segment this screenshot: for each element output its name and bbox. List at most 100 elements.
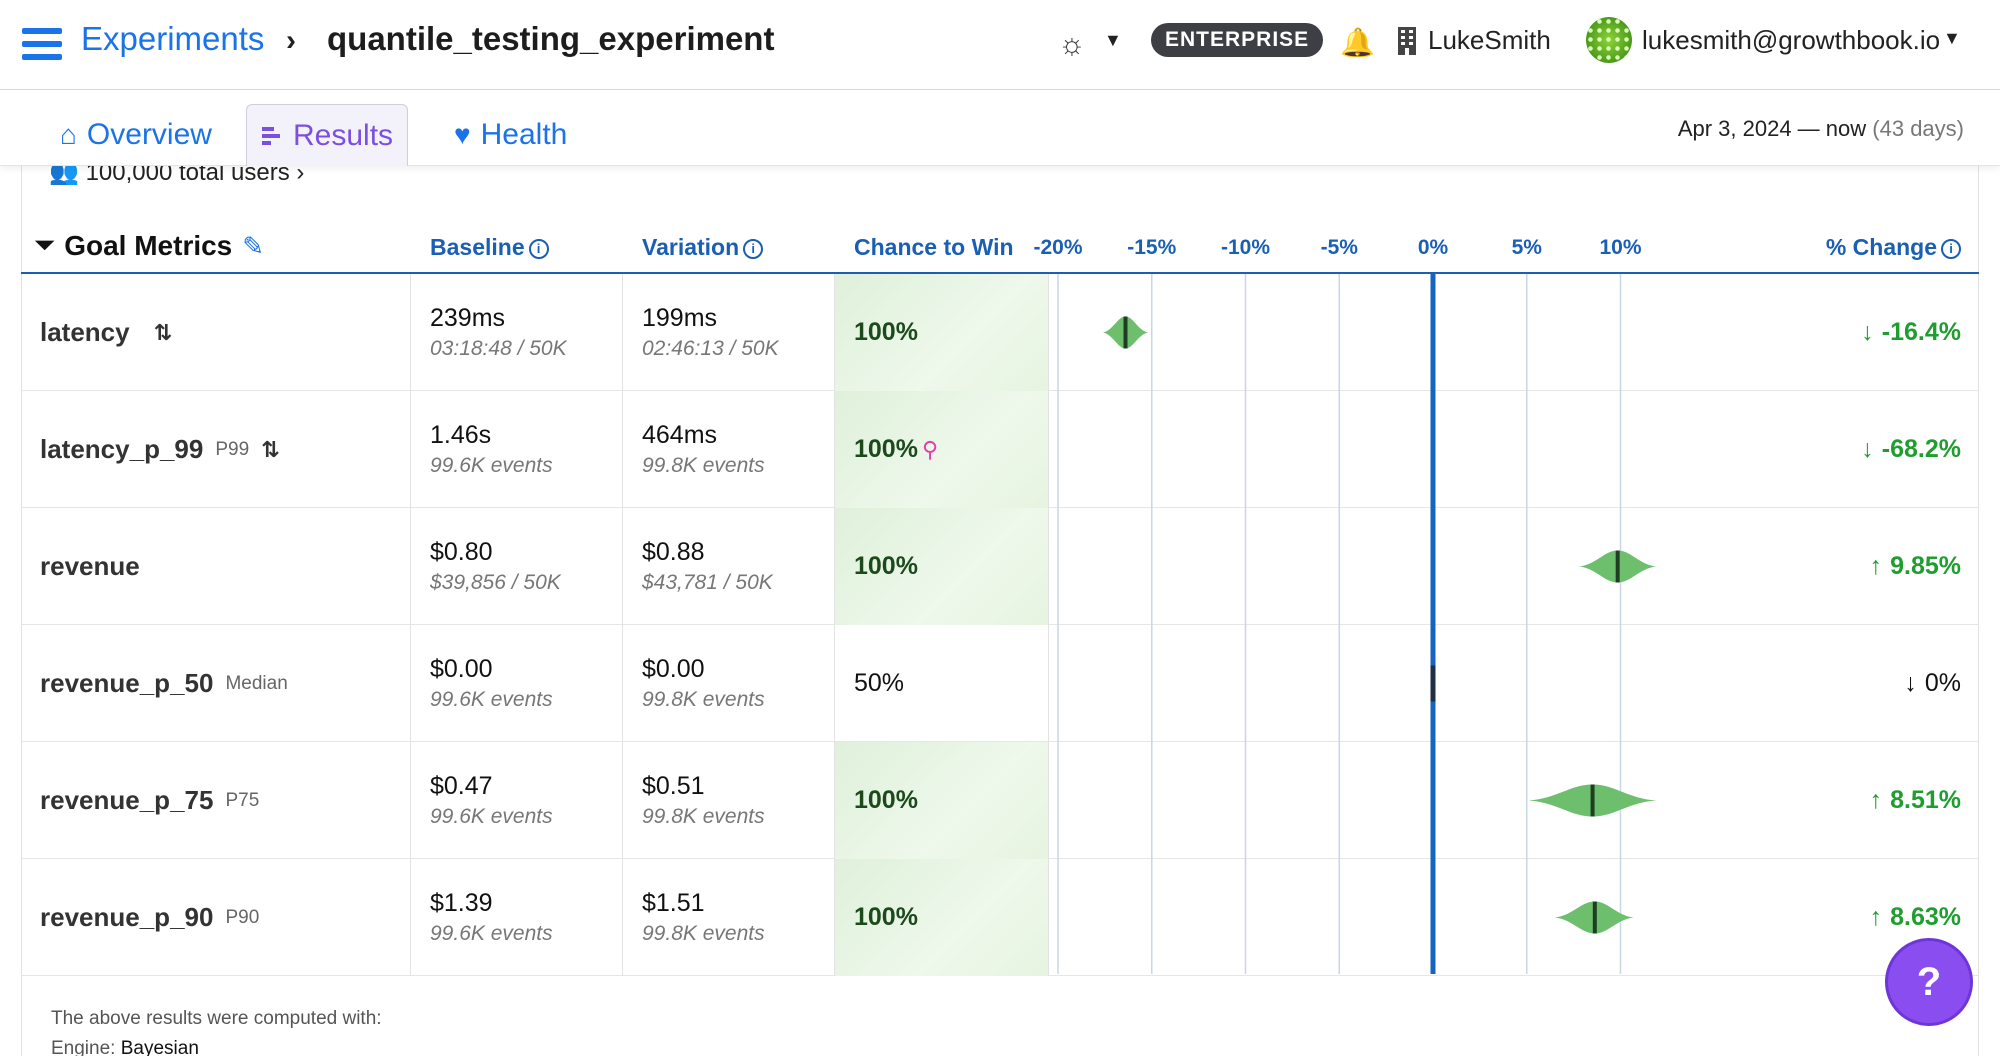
inverse-icon: ⇅ <box>153 319 173 345</box>
search-alert-icon[interactable]: ⚲ <box>921 436 939 462</box>
metric-label: latency <box>40 317 130 347</box>
chance-to-win-value: 100% <box>854 318 918 346</box>
pct-change-cell: ↓ 0% <box>1904 625 1961 742</box>
inverse-icon: ⇅ <box>261 436 280 462</box>
pct-change-cell: ↑ 9.85% <box>1870 508 1961 625</box>
column-divider <box>622 625 623 742</box>
axis-tick-label: -10% <box>1220 236 1271 259</box>
metric-name[interactable]: latency ⇅ <box>40 274 172 391</box>
column-divider <box>410 859 411 976</box>
variation-detail: 99.8K events <box>642 688 765 711</box>
baseline-value: $0.47 <box>430 772 493 800</box>
user-email[interactable]: lukesmith@growthbook.io <box>1642 25 1941 55</box>
chance-to-win-value: 100% <box>854 552 918 580</box>
results-icon <box>262 126 280 145</box>
table-row: revenue_p_75 P75 $0.47 99.6K events $0.5… <box>21 742 1979 859</box>
plan-badge: ENTERPRISE <box>1151 23 1324 57</box>
pct-change-cell: ↑ 8.51% <box>1870 742 1961 859</box>
tab-health[interactable]: ♥ Health <box>440 104 581 166</box>
column-divider <box>622 274 623 391</box>
page-title: quantile_testing_experiment <box>327 20 775 57</box>
variation-value: $0.51 <box>642 772 705 800</box>
metric-name[interactable]: revenue_p_90 P90 <box>40 859 259 976</box>
column-divider <box>834 742 835 859</box>
baseline-value: $1.39 <box>430 889 493 917</box>
arrow-down-icon: ↓ <box>1861 435 1874 463</box>
baseline-detail: 03:18:48 / 50K <box>430 337 567 360</box>
chevron-right-icon: › <box>296 159 305 186</box>
column-divider <box>834 859 835 976</box>
metric-label: revenue_p_50 <box>40 668 214 698</box>
metric-label: latency_p_99 <box>40 434 204 464</box>
column-divider <box>834 391 835 508</box>
metric-label: revenue_p_90 <box>40 902 214 932</box>
pct-change-header: % Change i <box>1826 234 1961 261</box>
filter-icon[interactable]: ⏷ <box>35 232 55 259</box>
metric-label: revenue <box>40 551 140 581</box>
breadcrumb-experiments-link[interactable]: Experiments <box>81 20 265 57</box>
metric-label: revenue_p_75 <box>40 785 214 815</box>
column-divider <box>1048 625 1049 742</box>
variation-value: 199ms <box>642 304 718 332</box>
goal-metrics-title: Goal Metrics <box>64 230 233 261</box>
table-row: latency_p_99 P99 ⇅ 1.46s 99.6K events 46… <box>21 391 1979 508</box>
baseline-value: $0.80 <box>430 538 493 566</box>
column-divider <box>622 742 623 859</box>
chance-to-win-value: 50% <box>854 669 905 697</box>
info-icon[interactable]: i <box>528 238 549 259</box>
help-button[interactable]: ? <box>1885 938 1973 1026</box>
arrow-down-icon: ↓ <box>1861 318 1874 346</box>
info-icon[interactable]: i <box>1941 238 1961 259</box>
pct-change-cell: ↓ -68.2% <box>1861 391 1961 508</box>
arrow-down-icon: ↓ <box>1904 669 1917 697</box>
chevron-down-icon[interactable]: ▼ <box>1943 28 1961 48</box>
chance-to-win-cell: 100% <box>835 274 1048 391</box>
bell-icon[interactable]: 🔔 <box>1340 27 1375 58</box>
metric-name[interactable]: latency_p_99 P99 ⇅ <box>40 391 280 508</box>
chance-to-win-cell: 100% ⚲ <box>835 391 1048 508</box>
column-divider <box>1048 274 1049 391</box>
baseline-detail: 99.6K events <box>430 688 553 711</box>
sun-icon[interactable]: ☼ <box>1058 28 1086 61</box>
variation-value: $1.51 <box>642 889 705 917</box>
variation-detail: 99.8K events <box>642 454 765 477</box>
metric-name[interactable]: revenue <box>40 508 152 625</box>
table-row: revenue_p_90 P90 $1.39 99.6K events $1.5… <box>21 859 1979 976</box>
variation-header: Variation i <box>642 234 764 261</box>
results-footer: The above results were computed with: En… <box>51 1004 382 1056</box>
chance-to-win-cell: 50% <box>835 625 1048 742</box>
tab-label: Results <box>293 118 394 152</box>
home-icon: ⌂ <box>60 119 77 150</box>
metric-name[interactable]: revenue_p_75 P75 <box>40 742 259 859</box>
menu-icon[interactable] <box>22 28 62 60</box>
pct-change-cell: ↑ 8.63% <box>1870 859 1961 976</box>
variation-detail: $43,781 / 50K <box>642 571 773 594</box>
baseline-value: 239ms <box>430 304 506 332</box>
tab-results[interactable]: Results <box>246 104 409 166</box>
variation-value: $0.00 <box>642 655 705 683</box>
pct-change-value: 9.85% <box>1890 552 1961 580</box>
axis-tick-label: -20% <box>1033 236 1083 259</box>
chevron-down-icon[interactable]: ▼ <box>1104 30 1122 50</box>
info-icon[interactable]: i <box>743 238 764 259</box>
tab-label: Overview <box>86 118 212 151</box>
metric-name[interactable]: revenue_p_50 Median <box>40 625 288 742</box>
organization-name[interactable]: LukeSmith <box>1428 25 1551 55</box>
axis-tick-label: 0% <box>1417 236 1449 259</box>
arrow-up-icon: ↑ <box>1869 786 1883 814</box>
metric-tag: Median <box>225 672 288 694</box>
chance-to-win-value: 100% <box>854 435 918 463</box>
baseline-value: 1.46s <box>430 421 492 449</box>
tab-overview[interactable]: ⌂ Overview <box>46 104 226 166</box>
table-row: revenue_p_50 Median $0.00 99.6K events $… <box>21 625 1979 742</box>
edit-icon[interactable]: ✎ <box>242 230 265 261</box>
top-navigation-bar: Experiments › quantile_testing_experimen… <box>0 0 2000 90</box>
baseline-detail: 99.6K events <box>430 805 553 828</box>
column-divider <box>1048 391 1049 508</box>
avatar[interactable] <box>1586 17 1632 63</box>
engine-value: Bayesian <box>120 1038 199 1056</box>
axis-tick-label: -5% <box>1320 236 1358 259</box>
chance-to-win-cell: 100% <box>835 508 1048 625</box>
baseline-detail: $39,856 / 50K <box>430 571 561 594</box>
metric-tag: P99 <box>215 438 250 460</box>
